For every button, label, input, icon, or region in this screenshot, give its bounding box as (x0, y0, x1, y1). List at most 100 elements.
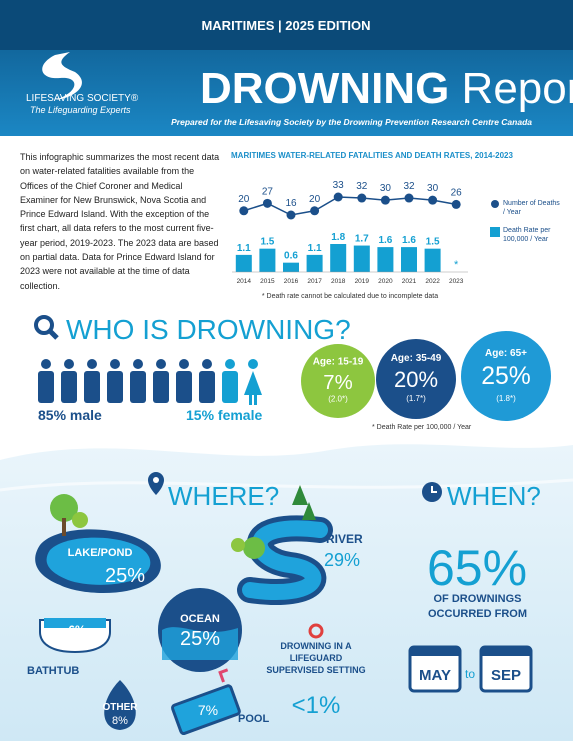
age-rate: (1.8*) (496, 394, 516, 403)
person-body (84, 371, 100, 403)
legend-rates-swatch (490, 227, 500, 237)
rate-label: 1.1 (237, 243, 251, 254)
person-head (202, 359, 212, 369)
death-label: 16 (285, 198, 297, 209)
chart-footnote: * Death rate cannot be calculated due to… (262, 293, 438, 300)
person-body (38, 371, 54, 403)
pool-label: POOL (238, 713, 269, 725)
rate-label: 0.6 (284, 251, 298, 262)
person-head (156, 359, 166, 369)
when-text: OF DROWNINGS OCCURRED FROM (428, 593, 527, 620)
calendar-sep (479, 645, 533, 693)
rate-bar (306, 254, 323, 272)
rate-bar (353, 245, 370, 272)
deaths-line (243, 196, 457, 216)
person-body (222, 371, 238, 403)
death-point (451, 199, 461, 209)
pin-icon (148, 472, 164, 495)
x-tick-label: 2022 (425, 278, 440, 285)
river-pct: 29% (324, 550, 360, 570)
person-head (179, 359, 189, 369)
rate-bar (401, 247, 417, 272)
lake-illustration (35, 494, 161, 593)
bathtub-illustration (39, 618, 111, 654)
x-tick-label: 2018 (331, 278, 346, 285)
x-tick-label: 2014 (237, 278, 252, 285)
death-point (404, 193, 414, 203)
edition: MARITIMES | 2025 EDITION (201, 18, 370, 33)
other-pct: 8% (112, 715, 128, 727)
death-label: 30 (380, 183, 392, 194)
rate-label: 1.1 (308, 243, 322, 254)
age-groups: Age: 15-19 7%(2.0*) Age: 35-49 20% (1.7*) Age… (301, 331, 551, 421)
lake-label: LAKE/POND (68, 547, 133, 559)
x-tick-label: 2020 (378, 278, 393, 285)
rate-bar (330, 244, 347, 272)
age-label: Age: 65+ (485, 348, 527, 359)
person-head (87, 359, 97, 369)
rate-bar (377, 247, 394, 272)
rate-bar (235, 254, 252, 272)
death-label: 20 (309, 194, 321, 205)
where-title: WHERE? (168, 481, 279, 511)
title-light: Report (449, 64, 573, 113)
legend-deaths-swatch (491, 200, 499, 208)
x-tick-label: 2016 (284, 278, 299, 285)
age-circle (461, 331, 551, 421)
other-label: OTHER (103, 702, 139, 713)
when-percent: 65% (427, 540, 527, 596)
person-head (110, 359, 120, 369)
clock-icon (422, 482, 442, 502)
lifebuoy-icon (308, 623, 324, 639)
death-point (310, 206, 320, 216)
pool-illustration (171, 668, 241, 736)
age-label: Age: 15-19 (313, 356, 364, 367)
age-percent: 25% (481, 363, 531, 390)
person-head (225, 359, 235, 369)
lifeguard-label: DROWNING IN A LIFEGUARD SUPERVISED SETTI… (266, 641, 366, 675)
age-rate: (1.7*) (406, 394, 426, 403)
person-head (41, 359, 51, 369)
age-percent: 7% (323, 372, 352, 394)
when-from: MAY (419, 667, 451, 684)
who-title: WHO IS DROWNING? (66, 314, 351, 345)
rate-label: 1.6 (402, 235, 416, 246)
logo-tagline: The Lifeguarding Experts (30, 105, 131, 115)
rate-bar (283, 262, 299, 272)
chart-title: MARITIMES WATER-RELATED FATALITIES AND D… (231, 151, 514, 160)
death-label: 33 (333, 180, 345, 191)
death-label: 32 (356, 181, 368, 192)
person-body (153, 371, 169, 403)
legend-rates: Death Rate per 100,000 / Year (503, 227, 551, 243)
death-point (357, 193, 367, 203)
rate-label: 1.8 (331, 232, 345, 243)
people-icons (38, 359, 262, 405)
bathtub-label: BATHTUB (27, 665, 79, 677)
when-until: SEP (491, 667, 521, 684)
death-point (333, 192, 343, 202)
title-bold: DROWNING (200, 64, 449, 113)
age-circle (376, 339, 456, 419)
person-body (176, 371, 192, 403)
logo-mark (42, 52, 82, 100)
female-label: 15% female (186, 407, 262, 423)
ocean-illustration (158, 588, 242, 672)
subtitle: Prepared for the Lifesaving Society by t… (171, 117, 532, 127)
rate-label: 1.5 (426, 237, 440, 248)
age-percent: 20% (394, 367, 438, 392)
legend-deaths: Number of Deaths / Year (503, 200, 560, 216)
pool-pct: 7% (198, 702, 218, 718)
rate-bar (259, 248, 276, 272)
rate-label: 1.7 (355, 234, 369, 245)
ocean-pct: 25% (180, 628, 220, 650)
death-point (239, 206, 249, 216)
person-body (199, 371, 215, 403)
bathtub-pct: 6% (68, 623, 86, 637)
when-to: to (465, 667, 475, 681)
person-body (61, 371, 77, 403)
header-strip (0, 0, 573, 50)
x-tick-label: 2015 (260, 278, 275, 285)
death-point (286, 210, 296, 220)
